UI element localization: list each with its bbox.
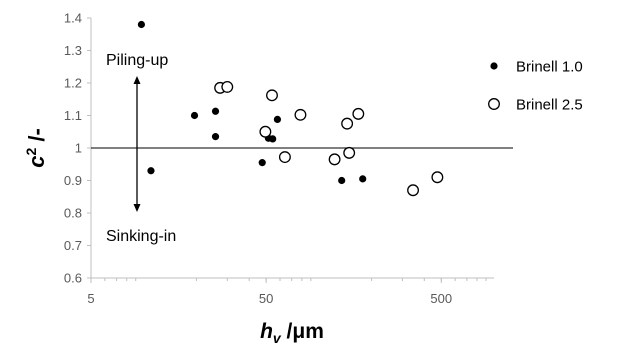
y-tick-label: 1.1 [64, 108, 82, 123]
annotation-sinking-in: Sinking-in [106, 228, 176, 245]
y-tick-label: 0.9 [64, 173, 82, 188]
annotations: Piling-up Sinking-in [106, 52, 176, 245]
data-points [137, 20, 444, 197]
point-brinell-1-0 [258, 159, 266, 167]
y-tick-label: 1.2 [64, 76, 82, 91]
legend-marker [490, 62, 498, 70]
point-brinell-1-0 [338, 176, 346, 185]
x-tick-label: 5 [87, 291, 94, 306]
point-brinell-2-5 [266, 89, 278, 102]
point-brinell-1-0 [211, 133, 220, 141]
y-tick-label: 1.3 [64, 43, 82, 58]
point-brinell-2-5 [221, 80, 234, 93]
point-brinell-2-5 [328, 153, 341, 166]
point-brinell-1-0 [137, 20, 146, 29]
point-brinell-2-5 [294, 108, 307, 121]
arrow-head-up [133, 76, 141, 84]
y-axis-title: c2 /- [23, 128, 49, 168]
legend-label: Brinell 1.0 [516, 59, 583, 76]
axis-titles: hv /μm c2 /- [23, 128, 324, 346]
point-brinell-2-5 [407, 184, 420, 197]
point-brinell-2-5 [341, 117, 354, 130]
point-brinell-1-0 [211, 107, 220, 115]
point-brinell-2-5 [278, 151, 291, 164]
point-brinell-1-0 [359, 175, 367, 183]
point-brinell-1-0 [147, 167, 155, 175]
legend-label: Brinell 2.5 [516, 97, 583, 114]
point-brinell-2-5 [343, 146, 356, 159]
annotation-piling-up: Piling-up [106, 52, 168, 69]
y-tick-label: 1.4 [64, 11, 82, 26]
axes: 0.6 0.7 0.8 0.9 1 1.1 1.2 1.3 1.4 5 50 500 [64, 11, 494, 306]
y-tick-label: 0.7 [64, 238, 82, 253]
point-brinell-2-5 [259, 125, 272, 138]
point-brinell-1-0 [269, 135, 277, 143]
y-tick-label: 0.8 [64, 206, 82, 221]
point-brinell-1-0 [190, 111, 199, 120]
y-tick-label: 0.6 [64, 271, 82, 286]
x-tick-label: 50 [259, 291, 273, 306]
x-axis-title: hv /μm [260, 320, 324, 346]
point-brinell-2-5 [431, 171, 444, 184]
arrow-head-down [133, 204, 141, 212]
legend: Brinell 1.0 Brinell 2.5 [488, 59, 583, 114]
x-tick-label: 500 [430, 291, 452, 306]
y-tick-label: 1 [75, 141, 82, 156]
point-brinell-2-5 [352, 107, 365, 120]
legend-marker [488, 98, 500, 110]
point-brinell-1-0 [273, 115, 282, 123]
